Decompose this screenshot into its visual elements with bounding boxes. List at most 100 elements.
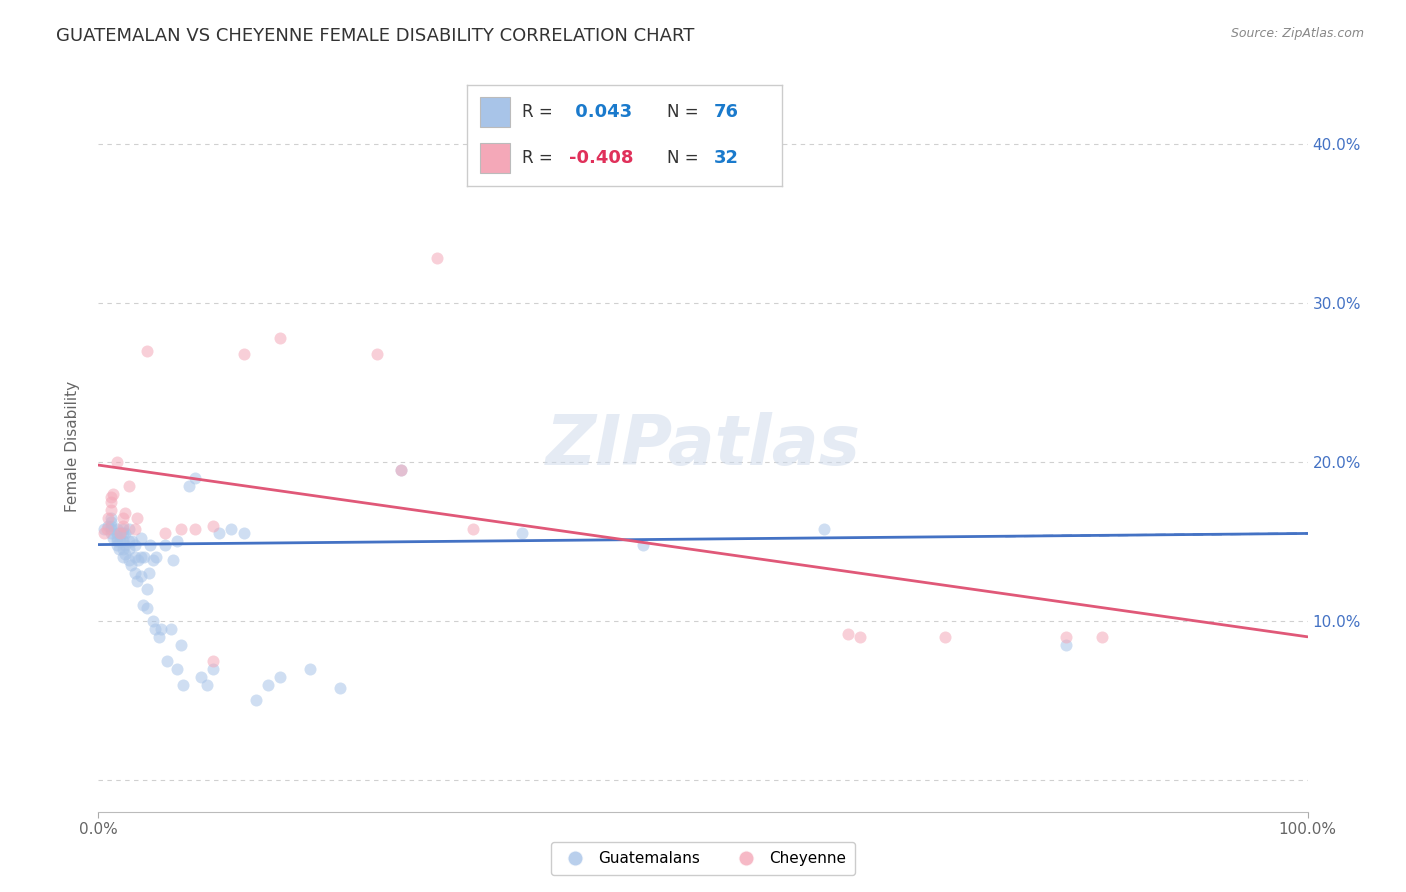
Point [172, 677, 194, 691]
Point [510, 526, 533, 541]
Point [100, 516, 122, 530]
Point [849, 630, 872, 644]
Point [202, 662, 225, 676]
Point [202, 654, 225, 668]
Point [124, 538, 146, 552]
Point [813, 522, 835, 536]
Point [366, 347, 388, 361]
Y-axis label: Female Disability: Female Disability [65, 380, 80, 512]
Point [1091, 630, 1114, 644]
Point [100, 522, 122, 536]
Point [1054, 638, 1077, 652]
Point [195, 677, 218, 691]
Point [143, 622, 166, 636]
Point [111, 542, 134, 557]
Point [97, 518, 120, 533]
Point [124, 550, 146, 565]
Point [162, 553, 184, 567]
Point [389, 463, 412, 477]
Point [120, 558, 142, 573]
Point [129, 531, 152, 545]
Point [150, 622, 173, 636]
Point [118, 522, 141, 536]
Legend: Guatemalans, Cheyenne: Guatemalans, Cheyenne [551, 842, 855, 875]
Text: Source: ZipAtlas.com: Source: ZipAtlas.com [1230, 27, 1364, 40]
Point [100, 518, 122, 533]
Point [111, 534, 134, 549]
Point [124, 522, 146, 536]
Point [138, 566, 160, 581]
Point [202, 518, 225, 533]
Point [232, 526, 254, 541]
Point [114, 506, 136, 520]
Point [111, 522, 134, 536]
Point [232, 347, 254, 361]
Point [184, 471, 207, 485]
Point [256, 677, 278, 691]
Point [100, 510, 122, 524]
Point [100, 502, 122, 516]
Point [100, 526, 122, 541]
Point [101, 486, 124, 500]
Point [105, 534, 128, 549]
Point [93, 526, 115, 541]
Point [153, 538, 176, 552]
Point [139, 538, 162, 552]
Point [118, 534, 141, 549]
Point [127, 510, 149, 524]
Point [221, 522, 243, 536]
Point [100, 494, 122, 508]
Point [426, 252, 449, 266]
Point [166, 534, 188, 549]
Point [1054, 630, 1077, 644]
Point [190, 669, 212, 683]
Point [129, 550, 152, 565]
Point [329, 681, 352, 695]
Point [156, 654, 179, 668]
Point [93, 522, 115, 536]
Point [101, 531, 124, 545]
Point [153, 526, 176, 541]
Point [169, 522, 191, 536]
Point [208, 526, 231, 541]
Point [108, 542, 131, 557]
Point [108, 534, 131, 549]
Point [111, 518, 134, 533]
Point [148, 630, 170, 644]
Point [114, 538, 136, 552]
Point [184, 522, 207, 536]
Point [134, 550, 156, 565]
Point [142, 614, 165, 628]
Point [108, 526, 131, 541]
Point [135, 343, 157, 358]
Point [96, 522, 118, 536]
Point [118, 553, 141, 567]
Point [837, 626, 859, 640]
Point [160, 622, 183, 636]
Point [127, 574, 149, 589]
Point [389, 463, 412, 477]
Point [121, 534, 143, 549]
Point [124, 566, 146, 581]
Text: GUATEMALAN VS CHEYENNE FEMALE DISABILITY CORRELATION CHART: GUATEMALAN VS CHEYENNE FEMALE DISABILITY… [56, 27, 695, 45]
Point [105, 526, 128, 541]
Point [631, 538, 654, 552]
Point [100, 490, 122, 504]
Point [111, 526, 134, 541]
Point [934, 630, 956, 644]
Point [114, 547, 136, 561]
Point [463, 522, 485, 536]
Point [245, 693, 267, 707]
Point [269, 331, 291, 345]
Point [145, 550, 167, 565]
Point [105, 522, 128, 536]
Point [132, 598, 155, 612]
Point [127, 553, 149, 567]
Point [105, 455, 128, 469]
Point [111, 550, 134, 565]
Point [166, 662, 188, 676]
Point [142, 553, 165, 567]
Point [118, 542, 141, 557]
Point [169, 638, 191, 652]
Point [135, 601, 157, 615]
